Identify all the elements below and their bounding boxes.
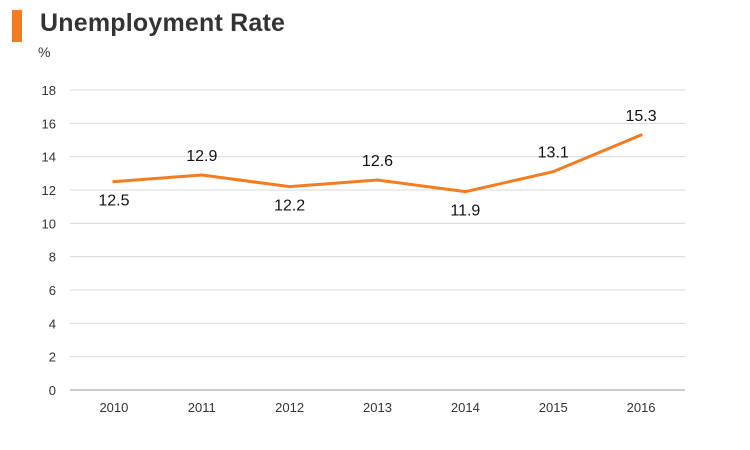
data-point xyxy=(463,190,467,194)
x-tick-label: 2012 xyxy=(275,400,304,415)
y-tick-label: 2 xyxy=(49,350,56,365)
data-label: 12.6 xyxy=(362,153,393,170)
data-label: 11.9 xyxy=(450,203,480,220)
y-tick-label: 8 xyxy=(49,250,56,265)
x-tick-label: 2010 xyxy=(99,400,128,415)
x-tick-label: 2011 xyxy=(188,400,216,415)
data-point xyxy=(112,180,116,184)
x-tick-label: 2016 xyxy=(627,400,656,415)
title-accent-bar xyxy=(12,10,22,42)
data-label: 15.3 xyxy=(626,108,657,125)
data-label: 12.9 xyxy=(186,148,217,165)
x-tick-label: 2015 xyxy=(539,400,568,415)
data-point xyxy=(288,185,292,189)
y-tick-label: 12 xyxy=(42,183,56,198)
x-tick-label: 2014 xyxy=(451,400,480,415)
data-point xyxy=(376,178,379,182)
data-point xyxy=(200,173,204,177)
x-tick-label: 2013 xyxy=(363,400,392,415)
y-tick-label: 4 xyxy=(49,316,56,331)
y-tick-label: 16 xyxy=(42,116,56,131)
y-tick-label: 10 xyxy=(42,216,56,231)
data-label: 13.1 xyxy=(538,145,569,162)
y-axis-unit: % xyxy=(38,44,51,60)
y-tick-label: 6 xyxy=(49,283,56,298)
data-point xyxy=(551,170,555,174)
y-tick-label: 18 xyxy=(42,83,56,98)
y-tick-label: 14 xyxy=(42,150,56,165)
data-point xyxy=(639,133,643,137)
chart-title: Unemployment Rate xyxy=(40,9,286,37)
y-tick-label: 0 xyxy=(49,383,56,398)
data-label: 12.2 xyxy=(274,198,305,215)
data-label: 12.5 xyxy=(98,193,129,210)
